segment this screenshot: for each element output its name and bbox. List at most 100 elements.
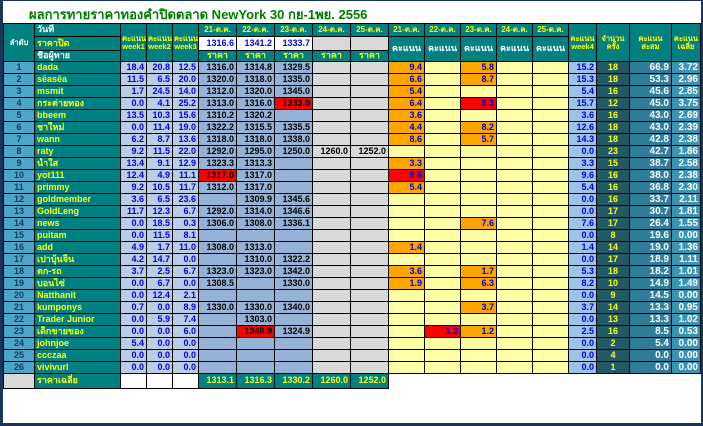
price-guess-cell[interactable] [198, 313, 237, 326]
price-guess-cell[interactable] [312, 253, 351, 266]
header-price-date-21[interactable]: 21-ต.ค. [198, 23, 237, 37]
header-score-date-22[interactable]: 22-ต.ค. [424, 23, 461, 37]
header-score-date-21[interactable]: 21-ต.ค. [388, 23, 425, 37]
week3-score-cell[interactable]: 13.6 [172, 133, 199, 146]
header-price-date-22[interactable]: 22-ต.ค. [236, 23, 275, 37]
daily-score-cell[interactable] [496, 169, 533, 182]
price-guess-cell[interactable] [350, 73, 389, 86]
daily-score-cell[interactable] [532, 97, 569, 110]
price-guess-cell[interactable]: 1315.5 [236, 121, 275, 134]
price-guess-cell[interactable]: 1322.2 [274, 253, 313, 266]
week1-score-cell[interactable]: 0.0 [120, 229, 147, 242]
week3-score-cell[interactable]: 11.0 [172, 241, 199, 254]
row-number[interactable]: 7 [3, 133, 35, 146]
daily-score-cell[interactable]: 9.4 [388, 61, 425, 74]
player-name[interactable]: บอนไซ่ [34, 277, 121, 290]
player-name[interactable]: kumponys [34, 301, 121, 314]
row-number[interactable]: 17 [3, 253, 35, 266]
week2-score-cell[interactable]: 0.0 [146, 361, 173, 374]
price-guess-cell[interactable]: 1345.0 [274, 85, 313, 98]
week3-score-cell[interactable]: 11.1 [172, 169, 199, 182]
guess-count-cell[interactable]: 17 [596, 217, 630, 230]
row-number[interactable]: 5 [3, 109, 35, 122]
daily-score-cell[interactable]: 1.2 [460, 325, 497, 338]
player-name[interactable]: เด็กขายของ [34, 325, 121, 338]
daily-score-cell[interactable] [532, 181, 569, 194]
header-date[interactable]: วันที่ [34, 23, 121, 37]
week4-score-cell[interactable]: 3.3 [568, 157, 597, 170]
price-guess-cell[interactable] [236, 229, 275, 242]
price-guess-cell[interactable]: 1320.0 [236, 85, 275, 98]
close-price-21[interactable]: 1316.6 [198, 36, 237, 51]
daily-score-cell[interactable] [388, 253, 425, 266]
average-score-cell[interactable]: 1.49 [671, 277, 701, 290]
week3-score-cell[interactable]: 8.1 [172, 229, 199, 242]
player-name[interactable]: ชาใหม่ [34, 121, 121, 134]
daily-score-cell[interactable] [460, 193, 497, 206]
guess-count-cell[interactable]: 1 [596, 361, 630, 374]
price-guess-cell[interactable]: 1345.6 [274, 193, 313, 206]
header-score-date-25[interactable]: 25-ต.ค. [532, 23, 569, 37]
week3-score-cell[interactable]: 6.7 [172, 265, 199, 278]
header-price-date-23[interactable]: 23-ต.ค. [274, 23, 313, 37]
price-guess-cell[interactable] [312, 181, 351, 194]
average-score-cell[interactable]: 2.96 [671, 73, 701, 86]
daily-score-cell[interactable] [460, 85, 497, 98]
daily-score-cell[interactable] [388, 361, 425, 374]
price-guess-cell[interactable] [350, 349, 389, 362]
header-price-label-23[interactable]: ราคา [274, 50, 313, 62]
week1-score-cell[interactable]: 1.7 [120, 85, 147, 98]
average-empty-cell[interactable] [120, 373, 147, 389]
price-guess-cell[interactable]: 1317.0 [236, 169, 275, 182]
price-guess-cell[interactable] [198, 361, 237, 374]
week2-score-cell[interactable]: 6.5 [146, 73, 173, 86]
total-score-cell[interactable]: 42.8 [629, 133, 672, 146]
price-guess-cell[interactable]: 1323.3 [198, 157, 237, 170]
daily-score-cell[interactable] [532, 337, 569, 350]
daily-score-cell[interactable] [424, 133, 461, 146]
average-score-cell[interactable]: 1.86 [671, 145, 701, 158]
daily-score-cell[interactable] [388, 301, 425, 314]
daily-score-cell[interactable] [388, 325, 425, 338]
header-total[interactable]: คะแนนสะสม [629, 23, 672, 62]
week1-score-cell[interactable]: 0.0 [120, 277, 147, 290]
price-guess-cell[interactable]: 1292.0 [198, 205, 237, 218]
price-guess-cell[interactable] [312, 289, 351, 302]
player-name[interactable]: wann [34, 133, 121, 146]
price-guess-cell[interactable] [198, 193, 237, 206]
daily-score-cell[interactable] [496, 265, 533, 278]
close-price-25[interactable] [350, 36, 389, 51]
close-price-24[interactable] [312, 36, 351, 51]
week2-score-cell[interactable]: 10.5 [146, 181, 173, 194]
week1-score-cell[interactable]: 6.2 [120, 133, 147, 146]
average-price-23[interactable]: 1330.2 [274, 373, 313, 389]
header-price-label-22[interactable]: ราคา [236, 50, 275, 62]
price-guess-cell[interactable]: 1323.0 [236, 265, 275, 278]
daily-score-cell[interactable] [388, 349, 425, 362]
daily-score-cell[interactable] [424, 85, 461, 98]
week2-score-cell[interactable]: 10.3 [146, 109, 173, 122]
header-score-label-21[interactable]: คะแนน [388, 36, 425, 62]
row-number[interactable]: 22 [3, 313, 35, 326]
total-score-cell[interactable]: 43.0 [629, 109, 672, 122]
daily-score-cell[interactable] [496, 349, 533, 362]
close-price-23[interactable]: 1333.7 [274, 36, 313, 51]
daily-score-cell[interactable] [532, 61, 569, 74]
week4-score-cell[interactable]: 0.0 [568, 349, 597, 362]
price-guess-cell[interactable]: 1349.9 [236, 325, 275, 338]
week2-score-cell[interactable]: 8.7 [146, 133, 173, 146]
average-score-cell[interactable]: 0.00 [671, 289, 701, 302]
price-guess-cell[interactable] [312, 313, 351, 326]
average-score-cell[interactable]: 1.81 [671, 205, 701, 218]
price-guess-cell[interactable]: 1320.2 [236, 109, 275, 122]
daily-score-cell[interactable] [496, 133, 533, 146]
week2-score-cell[interactable]: 0.0 [146, 325, 173, 338]
price-guess-cell[interactable]: 1342.0 [274, 265, 313, 278]
daily-score-cell[interactable] [388, 289, 425, 302]
week2-score-cell[interactable]: 9.1 [146, 157, 173, 170]
week4-score-cell[interactable]: 3.7 [568, 301, 597, 314]
header-price-date-24[interactable]: 24-ต.ค. [312, 23, 351, 37]
daily-score-cell[interactable]: 1.9 [388, 277, 425, 290]
header-score-label-22[interactable]: คะแนน [424, 36, 461, 62]
player-name[interactable]: news [34, 217, 121, 230]
